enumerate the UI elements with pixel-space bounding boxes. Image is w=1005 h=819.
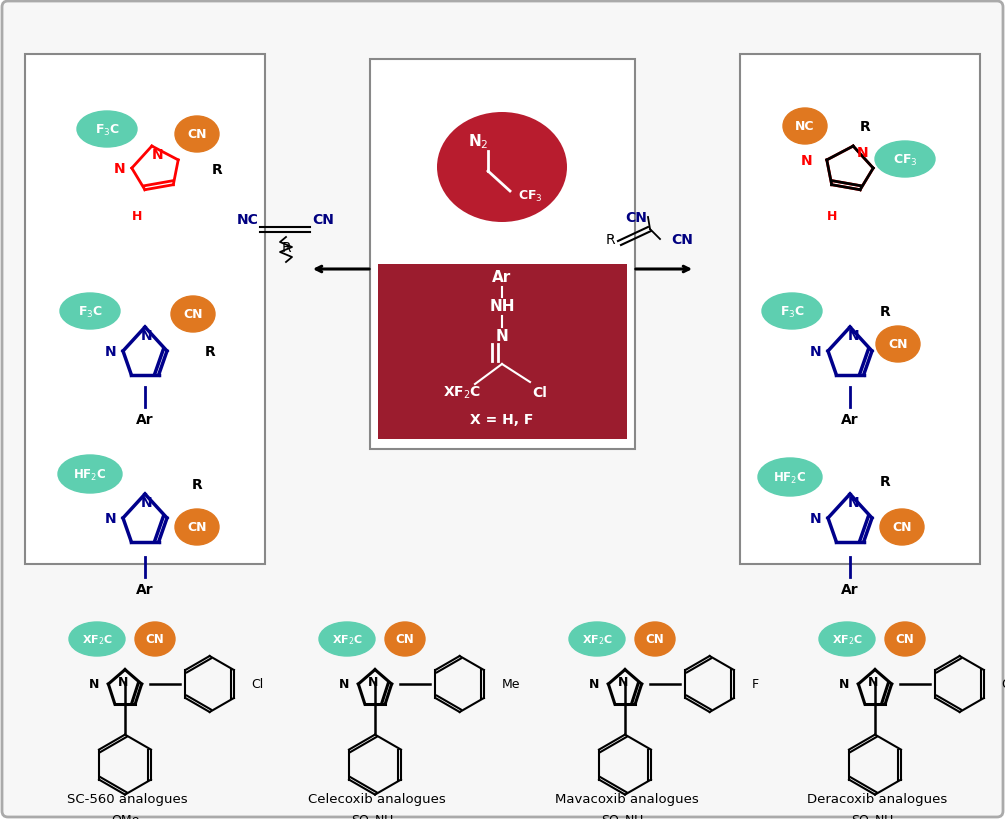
Ellipse shape (876, 327, 920, 363)
Text: Cl: Cl (251, 677, 264, 690)
Text: N: N (89, 677, 99, 690)
Text: R: R (879, 474, 890, 488)
Text: Me: Me (501, 677, 521, 690)
Text: X = H, F: X = H, F (470, 413, 534, 427)
Text: CF$_3$: CF$_3$ (892, 152, 918, 167)
Ellipse shape (60, 294, 120, 329)
Text: N: N (848, 495, 860, 509)
Text: N: N (801, 154, 813, 168)
Text: F: F (752, 677, 759, 690)
Text: CN: CN (895, 633, 915, 645)
Text: Ar: Ar (137, 582, 154, 596)
Ellipse shape (762, 294, 822, 329)
Bar (370, 60, 635, 450)
Text: N: N (152, 148, 164, 162)
Text: N: N (810, 345, 822, 359)
Text: N: N (867, 676, 878, 688)
Text: R: R (212, 163, 222, 177)
Text: Ar: Ar (137, 413, 154, 427)
Ellipse shape (783, 109, 827, 145)
Text: F$_3$C: F$_3$C (77, 304, 103, 319)
Ellipse shape (175, 117, 219, 153)
Bar (25, 55, 265, 564)
Bar (378, 265, 627, 440)
Text: CN: CN (645, 633, 664, 645)
Text: N: N (618, 676, 628, 688)
Ellipse shape (635, 622, 675, 656)
Text: NH: NH (489, 299, 515, 314)
Text: OMe: OMe (1002, 677, 1005, 690)
Text: CN: CN (625, 210, 647, 224)
Ellipse shape (880, 509, 924, 545)
Ellipse shape (58, 455, 122, 493)
Text: SO$_2$NH$_2$: SO$_2$NH$_2$ (850, 812, 899, 819)
Ellipse shape (437, 113, 567, 223)
Text: CN: CN (888, 338, 908, 351)
Text: NC: NC (795, 120, 815, 133)
Text: N: N (848, 328, 860, 342)
Ellipse shape (819, 622, 875, 656)
Text: Ar: Ar (492, 270, 512, 285)
Text: CN: CN (146, 633, 165, 645)
Text: XF$_2$C: XF$_2$C (831, 632, 862, 646)
Text: Ar: Ar (841, 413, 859, 427)
Text: N$_2$: N$_2$ (467, 133, 488, 152)
Text: N: N (857, 146, 868, 160)
Text: H: H (827, 210, 837, 224)
Text: Celecoxib analogues: Celecoxib analogues (309, 793, 446, 806)
Ellipse shape (385, 622, 425, 656)
Text: N: N (339, 677, 350, 690)
Text: CN: CN (183, 308, 203, 321)
Text: N: N (141, 328, 153, 342)
Text: HF$_2$C: HF$_2$C (73, 467, 107, 482)
Ellipse shape (135, 622, 175, 656)
Ellipse shape (875, 142, 935, 178)
Text: HF$_2$C: HF$_2$C (773, 470, 807, 485)
Text: Deracoxib analogues: Deracoxib analogues (807, 793, 947, 806)
Text: F$_3$C: F$_3$C (94, 122, 120, 138)
Text: SO$_2$NH$_2$: SO$_2$NH$_2$ (351, 812, 399, 819)
Ellipse shape (77, 112, 137, 147)
Text: CN: CN (187, 129, 207, 142)
Text: CN: CN (892, 521, 912, 534)
Text: CN: CN (671, 233, 692, 247)
Text: SO$_2$NH$_2$: SO$_2$NH$_2$ (601, 812, 649, 819)
Text: XF$_2$C: XF$_2$C (443, 384, 481, 400)
Text: N: N (141, 495, 153, 509)
Text: CN: CN (396, 633, 414, 645)
Ellipse shape (69, 622, 125, 656)
Text: N: N (810, 511, 822, 525)
Text: OMe: OMe (111, 812, 139, 819)
Text: N: N (106, 345, 117, 359)
Text: Ar: Ar (841, 582, 859, 596)
Text: N: N (118, 676, 129, 688)
Ellipse shape (171, 296, 215, 333)
Text: NC: NC (237, 213, 259, 227)
Text: SC-560 analogues: SC-560 analogues (66, 793, 187, 806)
Text: N: N (495, 329, 509, 344)
Text: R: R (281, 241, 290, 255)
Ellipse shape (175, 509, 219, 545)
Text: N: N (839, 677, 849, 690)
Text: H: H (132, 210, 142, 224)
Text: R: R (879, 305, 890, 319)
Ellipse shape (319, 622, 375, 656)
Text: N: N (114, 162, 126, 176)
Text: N: N (368, 676, 378, 688)
Text: CF$_3$: CF$_3$ (518, 188, 543, 203)
Bar (740, 55, 980, 564)
Text: R: R (205, 345, 215, 359)
Text: N: N (589, 677, 600, 690)
Text: R: R (859, 120, 870, 133)
Text: XF$_2$C: XF$_2$C (332, 632, 363, 646)
Text: XF$_2$C: XF$_2$C (582, 632, 612, 646)
Text: R: R (605, 233, 615, 247)
Text: F$_3$C: F$_3$C (780, 304, 804, 319)
Text: R: R (192, 477, 202, 491)
Ellipse shape (569, 622, 625, 656)
Text: CN: CN (187, 521, 207, 534)
Ellipse shape (885, 622, 925, 656)
Ellipse shape (758, 459, 822, 496)
Text: Mavacoxib analogues: Mavacoxib analogues (555, 793, 698, 806)
